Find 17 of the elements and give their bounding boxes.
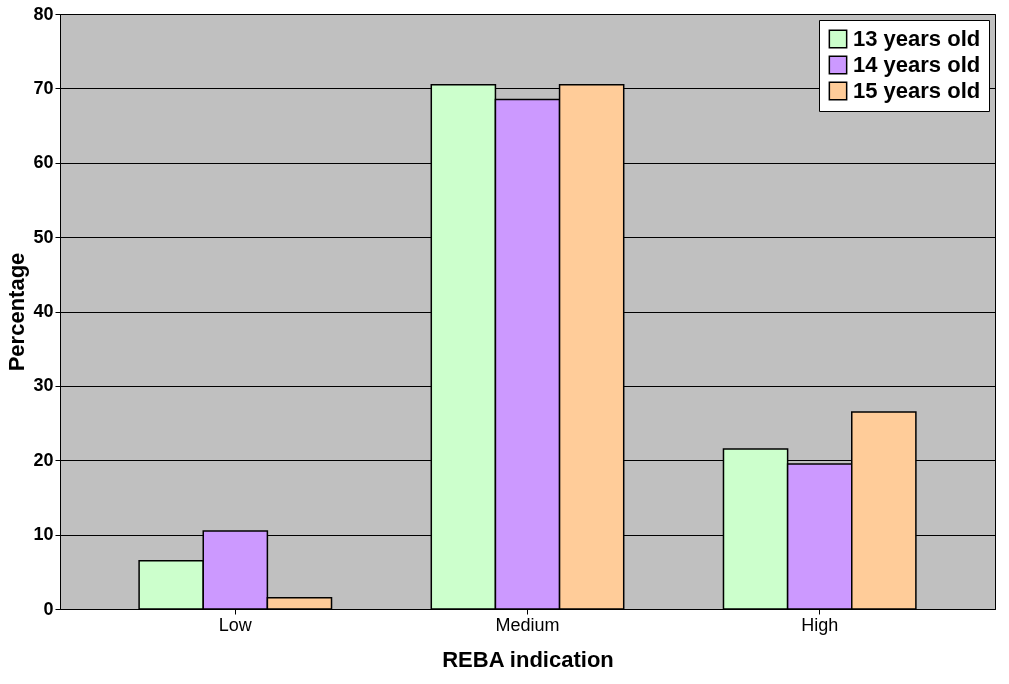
y-axis-title: Percentage: [4, 252, 30, 372]
y-tick-label: 50: [33, 226, 54, 247]
x-tick-label: Low: [218, 614, 253, 635]
y-tick-label: 10: [33, 524, 54, 545]
y-tick-label: 20: [33, 449, 54, 470]
legend-label: 15 years old: [853, 78, 981, 103]
legend-label: 13 years old: [853, 26, 981, 51]
y-tick-label: 70: [33, 77, 54, 98]
y-tick-label: 40: [33, 301, 54, 321]
x-axis-title: REBA indication: [442, 646, 614, 672]
y-tick-label: 30: [33, 375, 54, 396]
y-tick-label: 60: [33, 152, 54, 173]
x-tick-label: Medium: [495, 614, 560, 635]
y-tick-label: 80: [33, 3, 54, 24]
y-tick-label: 0: [43, 598, 54, 619]
legend-label: 14 years old: [853, 52, 981, 77]
x-tick-label: High: [801, 614, 839, 635]
